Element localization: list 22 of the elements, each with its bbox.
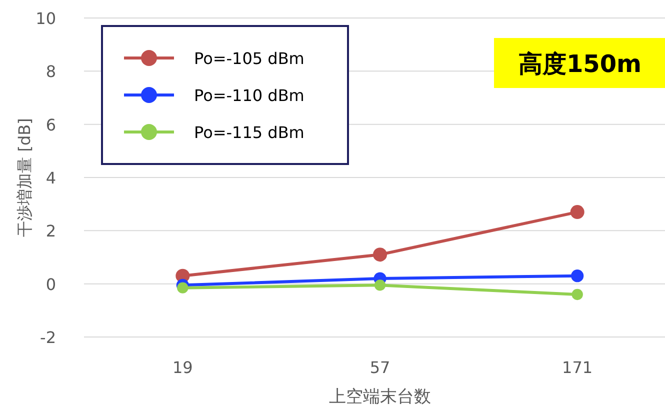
y-tick-label: -2 <box>40 328 56 347</box>
point <box>572 288 583 300</box>
point <box>177 282 188 294</box>
x-axis-title: 上空端末台数 <box>329 387 431 407</box>
point <box>373 248 387 262</box>
y-tick-label: 10 <box>36 9 56 28</box>
y-tick-label: 8 <box>46 62 56 82</box>
y-tick-label: 0 <box>46 274 56 294</box>
point <box>570 205 584 220</box>
point <box>374 280 386 291</box>
annotation: 高度150m <box>518 50 642 78</box>
legend-label: Po=-110 dBm <box>194 86 304 105</box>
legend-label: Po=-115 dBm <box>194 123 304 142</box>
y-tick-label: 4 <box>46 168 56 188</box>
legend-label: Po=-105 dBm <box>194 49 304 68</box>
x-tick-label: 57 <box>370 358 390 377</box>
y-tick-label: 2 <box>46 222 56 241</box>
x-tick-label: 19 <box>172 358 193 377</box>
x-tick-label: 171 <box>562 358 593 377</box>
y-tick-label: 6 <box>46 115 56 134</box>
y-axis-title: 干渉増加量 [dB] <box>15 118 34 237</box>
point <box>571 270 584 282</box>
